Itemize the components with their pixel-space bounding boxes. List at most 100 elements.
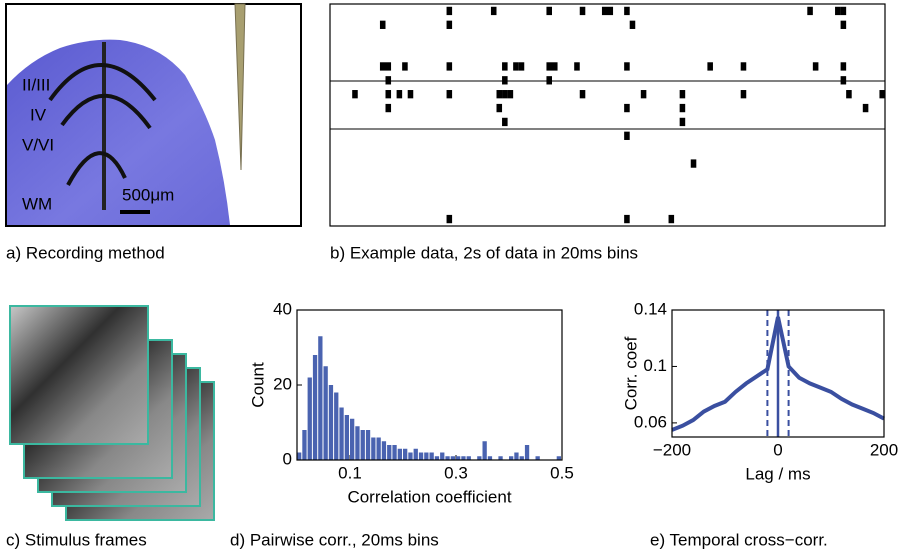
spike bbox=[513, 62, 519, 71]
bar bbox=[408, 452, 413, 460]
bar bbox=[445, 456, 450, 460]
x-axis-label: Lag / ms bbox=[745, 464, 810, 483]
layer-label: WM bbox=[22, 194, 52, 213]
spike bbox=[402, 62, 408, 71]
spike bbox=[379, 62, 386, 71]
bar bbox=[328, 385, 334, 460]
x-tick-label: 200 bbox=[870, 440, 898, 459]
spike bbox=[679, 90, 686, 99]
spike bbox=[624, 103, 630, 113]
spike bbox=[379, 20, 386, 29]
bar bbox=[418, 452, 424, 460]
bar bbox=[360, 430, 365, 460]
spike bbox=[862, 103, 869, 113]
spike bbox=[579, 90, 586, 99]
spike bbox=[352, 90, 358, 99]
spike bbox=[385, 76, 392, 85]
bar bbox=[365, 430, 371, 460]
y-axis-label: Corr. coef bbox=[621, 336, 640, 410]
bar bbox=[392, 445, 397, 460]
spike bbox=[679, 117, 686, 127]
y-tick-label: 0 bbox=[283, 449, 292, 468]
bar bbox=[403, 448, 408, 460]
bar bbox=[466, 456, 471, 460]
caption: a) Recording method bbox=[6, 243, 165, 262]
spike bbox=[624, 214, 630, 224]
spike bbox=[690, 159, 697, 168]
spike bbox=[446, 62, 453, 71]
bar bbox=[424, 452, 429, 460]
y-tick-label: 0.1 bbox=[643, 356, 667, 375]
x-axis-label: Correlation coefficient bbox=[347, 487, 511, 506]
spike bbox=[496, 90, 503, 99]
spike bbox=[579, 6, 586, 16]
spike bbox=[546, 62, 552, 71]
y-tick-label: 0.14 bbox=[634, 299, 667, 318]
bar bbox=[519, 456, 524, 460]
y-axis-label: Count bbox=[248, 362, 267, 408]
spike bbox=[446, 214, 453, 224]
layer-label: V/VI bbox=[22, 135, 54, 154]
bar bbox=[387, 445, 392, 460]
spike bbox=[490, 6, 497, 16]
spike bbox=[740, 90, 747, 99]
spike bbox=[385, 90, 392, 99]
spike bbox=[502, 62, 508, 71]
spike bbox=[507, 90, 514, 99]
spike bbox=[624, 6, 630, 16]
spike bbox=[624, 62, 630, 71]
bar bbox=[456, 456, 461, 460]
panel-a: II/III IV V/VI WM 500μm a) Recording met… bbox=[5, 3, 302, 262]
bar bbox=[487, 456, 493, 460]
bar bbox=[434, 456, 440, 460]
caption: b) Example data, 2s of data in 20ms bins bbox=[330, 243, 638, 262]
bar bbox=[429, 452, 434, 460]
bar bbox=[461, 456, 466, 460]
bar bbox=[509, 456, 514, 460]
spike bbox=[840, 6, 847, 16]
bar bbox=[498, 456, 503, 460]
bar bbox=[339, 407, 344, 460]
bar bbox=[482, 441, 487, 460]
spike bbox=[502, 90, 508, 99]
spike bbox=[502, 117, 508, 127]
bar bbox=[318, 336, 323, 460]
spike bbox=[840, 20, 847, 29]
spike bbox=[396, 90, 403, 99]
spike bbox=[668, 214, 675, 224]
spike bbox=[624, 131, 630, 140]
spike bbox=[601, 6, 608, 16]
spike bbox=[629, 20, 636, 29]
bar bbox=[514, 452, 519, 460]
bar bbox=[371, 437, 376, 460]
spike bbox=[835, 6, 841, 16]
caption: c) Stimulus frames bbox=[6, 530, 147, 549]
spike bbox=[679, 103, 686, 113]
x-tick-label: 0.5 bbox=[550, 463, 574, 482]
x-tick-label: 0.3 bbox=[444, 463, 468, 482]
spike bbox=[640, 90, 647, 99]
bar bbox=[334, 392, 339, 460]
spike bbox=[407, 90, 414, 99]
bar bbox=[312, 355, 318, 460]
bar bbox=[355, 426, 360, 460]
caption: e) Temporal cross−corr. bbox=[650, 530, 828, 549]
plot-frame bbox=[671, 309, 885, 438]
bar bbox=[556, 456, 561, 460]
spike bbox=[446, 6, 453, 16]
bar bbox=[350, 418, 355, 460]
panel-b: b) Example data, 2s of data in 20ms bins bbox=[329, 3, 886, 262]
spike bbox=[446, 20, 453, 29]
bar bbox=[450, 456, 455, 460]
bar bbox=[397, 448, 402, 460]
x-tick-label: −200 bbox=[653, 440, 691, 459]
y-tick-label: 20 bbox=[273, 374, 292, 393]
layer-label: II/III bbox=[22, 75, 50, 94]
layer-label: IV bbox=[30, 105, 47, 124]
spike bbox=[740, 62, 747, 71]
bar bbox=[302, 430, 307, 460]
bar bbox=[413, 448, 418, 460]
spike bbox=[840, 62, 847, 71]
spike bbox=[574, 62, 580, 71]
spike bbox=[840, 76, 847, 85]
